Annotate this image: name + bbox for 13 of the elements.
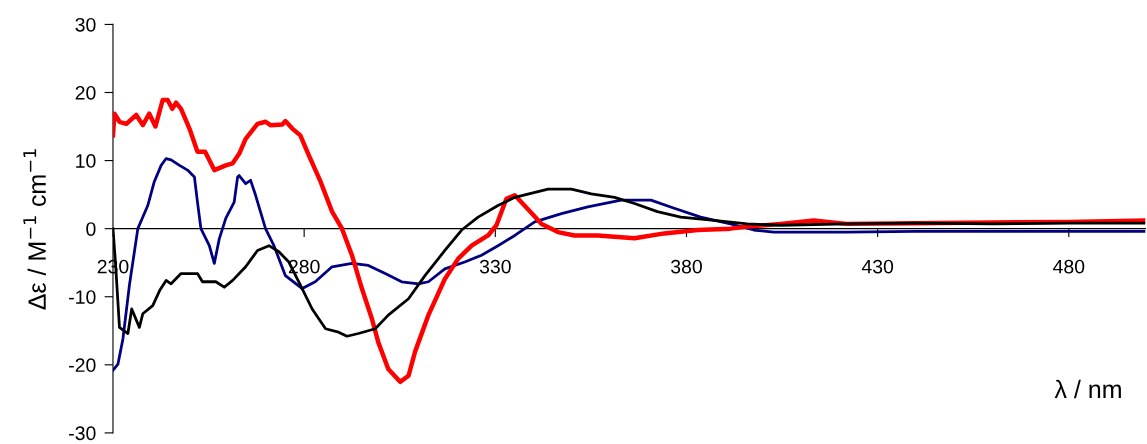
- y-tick-label: -30: [69, 426, 96, 441]
- y-tick-label: 10: [76, 154, 96, 168]
- x-axis-title: λ / nm: [1054, 379, 1121, 399]
- y-tick-label: -20: [69, 358, 96, 373]
- x-tick-label: 380: [671, 259, 702, 274]
- y-tick-label: 20: [75, 85, 96, 100]
- y-tick-label: 30: [75, 17, 96, 32]
- y-tick-label: 0: [86, 222, 96, 236]
- x-tick-label: 330: [479, 259, 511, 274]
- x-tick-label: 480: [1053, 259, 1085, 274]
- x-tick-label: 430: [861, 259, 894, 274]
- y-axis-title: Δε / M$^{−1}$ cm$^{−1}$: [23, 149, 46, 310]
- y-tick-label: -10: [69, 290, 96, 304]
